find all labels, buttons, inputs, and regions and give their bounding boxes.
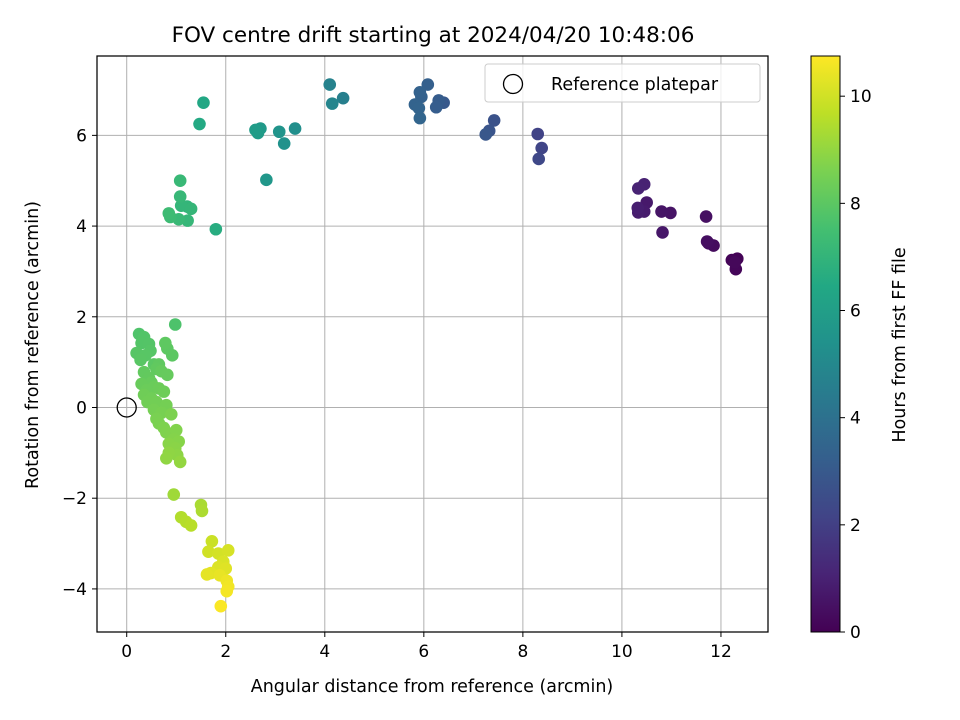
legend-entry-reference-platepar: Reference platepar	[551, 75, 719, 95]
data-point	[277, 137, 291, 150]
y-tick-label: 0	[76, 398, 87, 418]
data-point	[167, 488, 181, 501]
data-point	[323, 78, 337, 91]
data-point	[487, 114, 501, 127]
data-point	[162, 207, 176, 220]
x-axis-label: Angular distance from reference (arcmin)	[251, 677, 614, 697]
x-tick-label: 6	[418, 642, 429, 662]
colorbar-tick-label: 6	[850, 302, 861, 322]
data-point	[631, 182, 645, 195]
data-point	[164, 407, 178, 421]
x-tick-label: 12	[710, 642, 732, 662]
data-point	[202, 545, 215, 559]
data-point	[200, 568, 214, 581]
x-tick-label: 4	[319, 642, 330, 662]
data-point	[197, 96, 210, 110]
x-tick-label: 2	[220, 642, 231, 662]
data-point	[656, 226, 669, 239]
data-point	[336, 91, 350, 105]
x-tick-label: 0	[121, 642, 132, 662]
data-point	[184, 202, 198, 216]
reference-platepar-marker	[116, 397, 137, 418]
colorbar-ticks: 0 2 4 6 8 10	[840, 87, 872, 643]
colorbar-label: Hours from first FF file	[890, 247, 910, 442]
data-point	[161, 368, 174, 382]
plot-frame	[96, 55, 769, 633]
data-point	[209, 222, 223, 236]
data-point	[532, 152, 546, 166]
colorbar-tick-label: 0	[850, 623, 861, 643]
data-point	[429, 100, 443, 114]
y-tick-label: −4	[62, 580, 87, 600]
data-point	[479, 128, 493, 141]
y-tick-label: 2	[76, 308, 87, 328]
data-point	[160, 451, 173, 465]
data-point	[655, 205, 668, 218]
data-point	[174, 199, 188, 212]
colorbar	[810, 55, 841, 633]
y-tick-label: 6	[76, 126, 87, 146]
chart-title: FOV centre drift starting at 2024/04/20 …	[172, 23, 695, 48]
data-point	[184, 519, 198, 532]
legend-box	[484, 63, 761, 103]
legend-marker-icon	[502, 73, 524, 95]
data-point	[173, 455, 187, 469]
data-point	[413, 111, 427, 125]
data-point	[421, 78, 435, 91]
data-point	[699, 210, 713, 223]
data-points	[130, 78, 744, 613]
data-point	[631, 201, 645, 215]
data-point	[531, 127, 545, 141]
data-point	[193, 117, 206, 131]
data-point	[134, 353, 147, 367]
data-point	[221, 544, 235, 557]
data-point	[214, 599, 228, 613]
data-point	[325, 97, 339, 110]
y-axis-ticks: −4 −2 0 2 4 6	[62, 126, 97, 600]
x-tick-label: 8	[517, 642, 528, 662]
data-point	[173, 174, 187, 188]
data-point	[249, 123, 262, 137]
legend: Reference platepar	[484, 63, 761, 103]
data-point	[260, 173, 273, 187]
reference-point	[116, 397, 137, 418]
data-point	[173, 190, 187, 203]
data-point	[413, 85, 427, 99]
data-point	[195, 504, 209, 518]
colorbar-tick-label: 10	[850, 87, 872, 107]
data-point	[728, 256, 742, 269]
x-tick-label: 10	[611, 642, 633, 662]
y-axis-label: Rotation from reference (arcmin)	[23, 201, 43, 489]
data-point	[288, 122, 302, 135]
x-axis-ticks: 0 2 4 6 8 10 12	[121, 632, 732, 662]
y-tick-label: 4	[76, 217, 87, 237]
colorbar-tick-label: 4	[850, 409, 861, 429]
data-point	[700, 235, 714, 248]
data-point	[220, 584, 234, 598]
data-point	[159, 336, 172, 350]
data-point	[205, 534, 219, 548]
data-point	[535, 141, 548, 155]
y-tick-label: −2	[62, 489, 87, 509]
colorbar-tick-label: 2	[850, 516, 861, 536]
data-point	[412, 101, 426, 115]
data-point	[157, 385, 171, 398]
grid-lines	[97, 56, 768, 632]
data-point	[272, 125, 286, 139]
data-point	[168, 318, 182, 331]
colorbar-tick-label: 8	[850, 194, 861, 214]
